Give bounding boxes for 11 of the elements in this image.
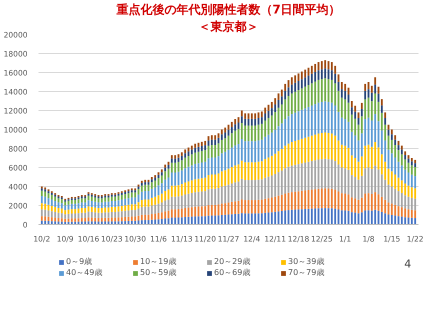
legend-label: 20～29歳 xyxy=(214,256,252,267)
text: 4 xyxy=(404,257,412,270)
legend-label: 10～19歳 xyxy=(140,256,178,267)
legend-label: 60～69歳 xyxy=(214,267,252,278)
legend-label: 70～79歳 xyxy=(288,267,326,278)
legend-label: 50～59歳 xyxy=(140,267,178,278)
legend-label: 30～39歳 xyxy=(288,256,326,267)
chart-title: 重点化後の年代別陽性者数（7日間平均） xyxy=(115,2,341,16)
chart-subtitle: ＜東京都＞ xyxy=(198,20,258,34)
legend-label: 0～9歳 xyxy=(66,256,94,267)
legend-label: 40～49歳 xyxy=(66,267,104,278)
